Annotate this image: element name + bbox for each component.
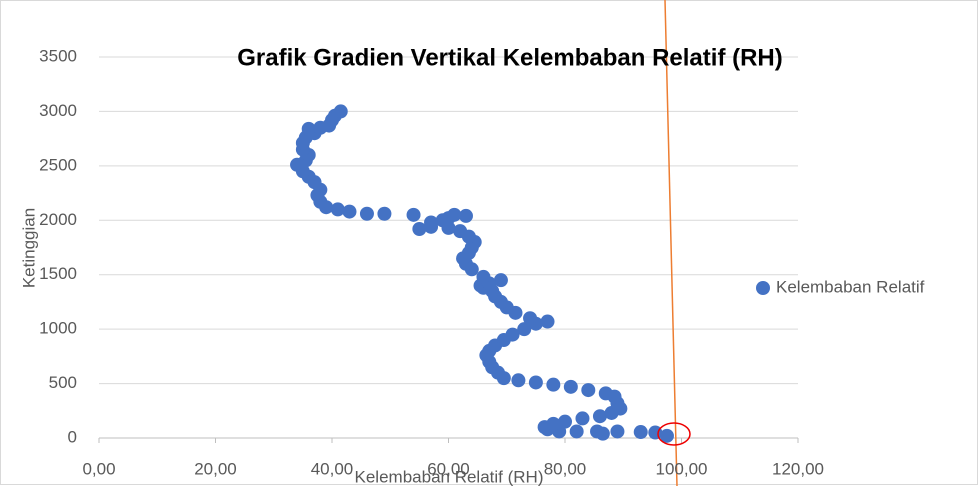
point — [424, 215, 439, 230]
point — [330, 202, 345, 217]
legend-label: Kelembaban Relatif — [776, 277, 925, 296]
point — [453, 224, 468, 239]
point — [581, 383, 596, 398]
point — [659, 428, 674, 443]
point — [590, 424, 605, 439]
point — [540, 314, 555, 329]
point — [563, 379, 578, 394]
point — [476, 269, 491, 284]
point — [412, 221, 427, 236]
point — [546, 377, 561, 392]
point — [546, 416, 561, 431]
point — [575, 411, 590, 426]
x-tick-label: 0,00 — [82, 459, 115, 478]
point — [511, 373, 526, 388]
y-tick-label: 2000 — [39, 210, 77, 229]
y-tick-label: 3000 — [39, 101, 77, 120]
point — [333, 104, 348, 119]
y-axis-title: Ketinggian — [19, 208, 38, 288]
point — [435, 213, 450, 228]
highlight-circle — [657, 422, 691, 446]
x-tick-label: 40,00 — [311, 459, 354, 478]
point — [301, 121, 316, 136]
y-tick-label: 500 — [49, 373, 77, 392]
points — [290, 104, 674, 443]
x-axis-title: Kelembaban Relatif (RH) — [355, 467, 544, 486]
point — [610, 424, 625, 439]
point — [523, 311, 538, 326]
point — [517, 322, 532, 337]
y-tick-label: 3500 — [39, 46, 77, 65]
chart-title: Grafik Gradien Vertikal Kelembaban Relat… — [237, 44, 783, 71]
legend-marker — [756, 281, 770, 295]
point — [598, 386, 613, 401]
reference-line — [664, 0, 678, 486]
x-tick-label: 80,00 — [544, 459, 587, 478]
point — [493, 273, 508, 288]
y-tick-label: 1500 — [39, 264, 77, 283]
point — [592, 409, 607, 424]
point — [633, 425, 648, 440]
point — [528, 375, 543, 390]
point — [505, 327, 520, 342]
y-tick-label: 2500 — [39, 155, 77, 174]
point — [377, 206, 392, 221]
y-tick-label: 1000 — [39, 319, 77, 338]
point — [458, 208, 473, 223]
x-tick-label: 100,00 — [656, 459, 708, 478]
x-tick-label: 120,00 — [772, 459, 824, 478]
point — [406, 207, 421, 222]
point — [359, 206, 374, 221]
y-tick-label: 0 — [68, 427, 77, 446]
x-tick-label: 60,00 — [427, 459, 470, 478]
point — [447, 207, 462, 222]
point — [569, 424, 584, 439]
point — [342, 204, 357, 219]
point — [558, 414, 572, 429]
x-tick-label: 20,00 — [194, 459, 237, 478]
